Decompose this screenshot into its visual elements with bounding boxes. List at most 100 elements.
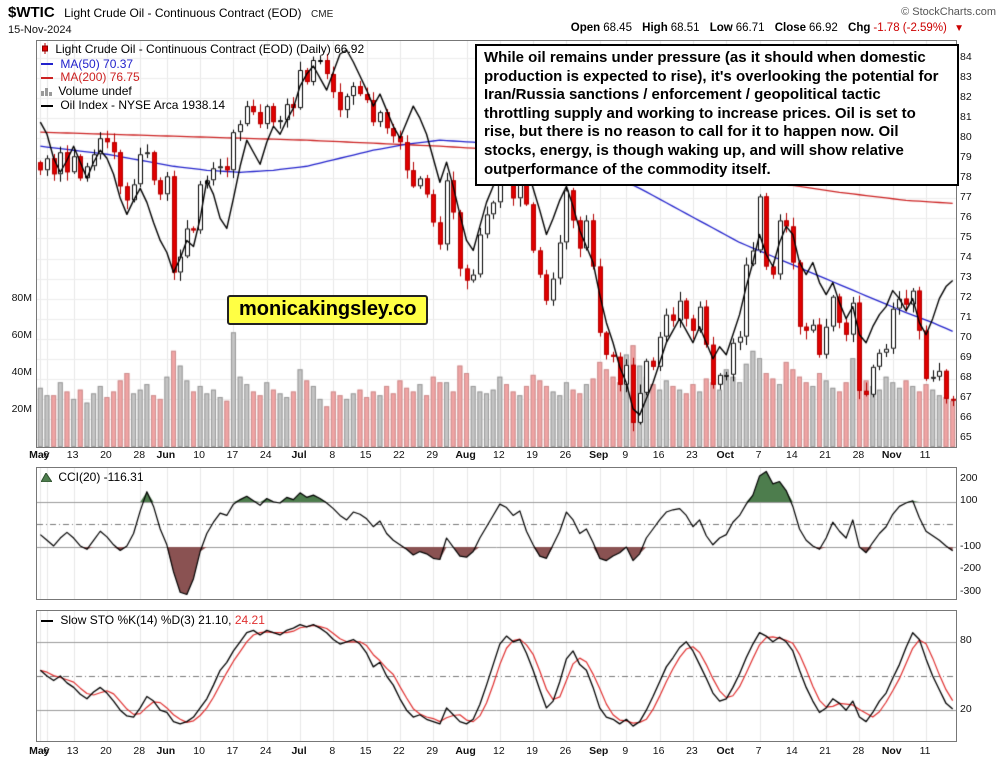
x-tick-label: 14 — [786, 745, 798, 757]
quote-bar: Open 68.45 High 68.51 Low 66.71 Close 66.92 … — [564, 22, 964, 34]
x-tick-label: 20 — [100, 745, 112, 757]
price-tick-label: 73 — [960, 271, 972, 284]
close-label: Close — [774, 22, 807, 34]
oil-index-line-icon — [41, 104, 53, 107]
price-tick-label: 76 — [960, 210, 972, 223]
legend-ma200-label: MA(200) 76.75 — [60, 70, 140, 84]
ma200-line-icon — [41, 76, 53, 79]
volume-tick-label: 60M — [11, 328, 32, 341]
exchange-label: CME — [311, 9, 334, 20]
volume-tick-label: 20M — [11, 402, 32, 415]
price-tick-label: 71 — [960, 311, 972, 324]
x-tick-label: 26 — [559, 449, 572, 461]
change-down-triangle-icon: ▼ — [954, 23, 964, 34]
ma50-line-icon — [41, 63, 53, 66]
x-tick-label: 11 — [919, 449, 931, 461]
x-tick-label: 8 — [329, 449, 336, 461]
header-row-1: $WTIC Light Crude Oil - Continuous Contr… — [8, 4, 333, 22]
x-tick-label: 23 — [686, 745, 698, 757]
cci-legend-label: CCI(20) -116.31 — [58, 470, 144, 484]
cci-legend-row: CCI(20) -116.31 — [40, 470, 144, 486]
high-label: High — [642, 22, 668, 34]
price-tick-label: 77 — [960, 190, 972, 203]
x-tick-label: 29 — [426, 745, 439, 757]
legend-price-label: Light Crude Oil - Continuous Contract (E… — [55, 42, 365, 56]
cci-tick-label: -100 — [960, 539, 982, 552]
price-tick-label: 78 — [960, 170, 972, 183]
x-tick-label: Aug — [455, 745, 476, 757]
x-tick-label: 28 — [852, 449, 865, 461]
x-tick-label: 13 — [66, 449, 79, 461]
price-tick-label: 70 — [960, 331, 972, 344]
x-tick-label: Jul — [291, 745, 307, 757]
x-tick-label: 21 — [819, 745, 831, 757]
chart-date: 15-Nov-2024 — [8, 24, 72, 36]
x-tick-label: May — [29, 745, 50, 757]
low-label: Low — [709, 22, 733, 34]
x-tick-label: Jul — [291, 449, 307, 461]
x-tick-label: Oct — [716, 449, 735, 461]
x-tick-label: Oct — [716, 745, 735, 757]
x-tick-label: 16 — [652, 745, 665, 757]
price-tick-label: 72 — [960, 291, 972, 304]
x-tick-label: 23 — [686, 449, 698, 461]
chg-label: Chg — [848, 22, 871, 34]
x-tick-label: 15 — [359, 745, 372, 757]
volume-bars-icon — [41, 86, 52, 100]
x-tick-label: 14 — [786, 449, 798, 461]
x-tick-label: 6 — [43, 449, 49, 461]
x-tick-label: 19 — [526, 745, 538, 757]
chg-value: -1.78 (-2.59%) — [873, 22, 947, 34]
x-tick-label: 12 — [492, 449, 505, 461]
price-tick-label: 81 — [960, 110, 972, 123]
legend-ma50-row: MA(50) 70.37 — [41, 56, 364, 72]
price-tick-label: 80 — [960, 130, 972, 143]
x-tick-label: 10 — [193, 745, 205, 757]
x-tick-label: 17 — [226, 745, 239, 757]
x-tick-label: 19 — [526, 449, 538, 461]
legend-oil-index-label: Oil Index - NYSE Arca 1938.14 — [60, 98, 226, 112]
x-tick-label: 28 — [852, 745, 865, 757]
cci-area-icon — [40, 472, 53, 486]
cci-tick-label: 100 — [960, 494, 978, 507]
x-tick-label: 20 — [100, 449, 112, 461]
cci-tick-label: 200 — [960, 471, 978, 484]
stochastic-indicator-canvas — [36, 610, 957, 742]
x-tick-label: Jun — [156, 449, 176, 461]
x-tick-label: 26 — [559, 745, 572, 757]
x-tick-label: 9 — [622, 449, 629, 461]
cci-tick-label: -200 — [960, 562, 982, 575]
annotation-note: While oil remains under pressure (as it … — [475, 44, 959, 187]
main-legend: Light Crude Oil - Continuous Contract (E… — [41, 42, 365, 113]
x-tick-label: 17 — [226, 449, 239, 461]
low-value: 66.71 — [735, 22, 765, 34]
legend-ma50-label: MA(50) 70.37 — [60, 56, 134, 71]
x-tick-label: 28 — [133, 745, 146, 757]
legend-oil-index-row: Oil Index - NYSE Arca 1938.14 — [41, 98, 364, 113]
price-tick-label: 82 — [960, 90, 972, 103]
x-tick-label: 12 — [492, 745, 505, 757]
x-tick-label: Jun — [156, 745, 176, 757]
source-credit: © StockCharts.com — [901, 6, 996, 18]
x-tick-label: 13 — [66, 745, 79, 757]
sto-legend-row: Slow STO %K(14) %D(3) 21.10, 24.21 — [41, 613, 265, 628]
legend-volume-label: Volume undef — [58, 83, 132, 98]
high-value: 68.51 — [670, 22, 700, 34]
sto-tick-label: 80 — [960, 634, 972, 647]
x-tick-label: 16 — [652, 449, 665, 461]
x-tick-label: 8 — [329, 745, 336, 757]
legend-price-row: Light Crude Oil - Continuous Contract (E… — [41, 42, 365, 58]
x-tick-label: 28 — [133, 449, 146, 461]
chart-title: Light Crude Oil - Continuous Contract (E… — [64, 6, 302, 20]
x-tick-label: 10 — [193, 449, 205, 461]
volume-tick-label: 40M — [11, 365, 32, 378]
x-tick-label: Aug — [455, 449, 476, 461]
price-tick-label: 74 — [960, 251, 972, 263]
price-tick-label: 84 — [960, 50, 972, 63]
cci-tick-label: -300 — [960, 584, 982, 597]
watermark-badge: monicakingsley.co — [227, 295, 429, 325]
price-tick-label: 75 — [960, 230, 972, 243]
x-tick-label: Sep — [589, 745, 609, 757]
price-tick-label: 67 — [960, 391, 972, 404]
